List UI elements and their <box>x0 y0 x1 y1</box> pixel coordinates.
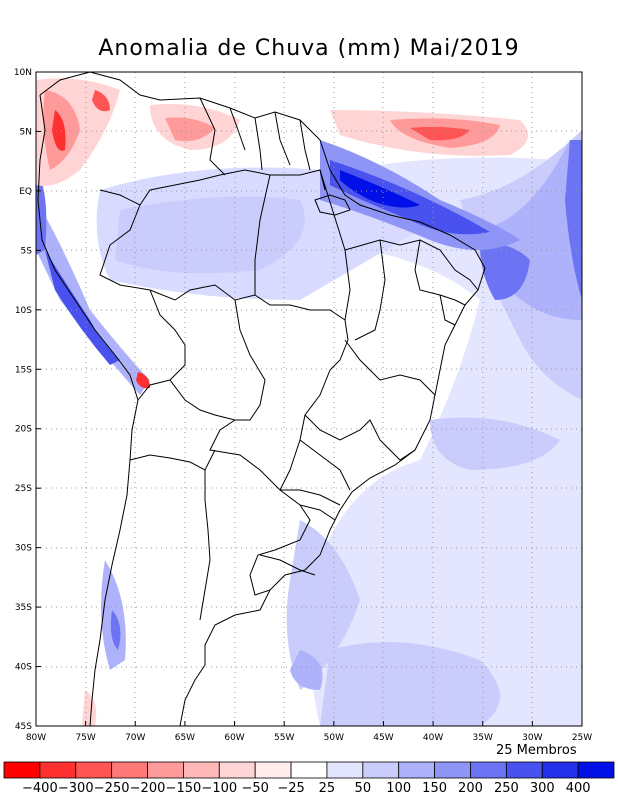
lat-tick-label: 5S <box>21 246 33 256</box>
lon-tick-label: 45W <box>373 733 393 743</box>
latitude-axis: 10N 5N EQ 5S 10S 15S 20S 25S 30S 35S 40S 45S <box>14 68 41 732</box>
lat-tick-label: EQ <box>19 187 32 197</box>
lat-tick-label: 20S <box>15 425 32 435</box>
lon-tick-label: 65W <box>175 733 195 743</box>
lat-tick-label: 40S <box>15 663 32 673</box>
ensemble-members-note: 25 Membros <box>496 743 577 758</box>
lat-tick-label: 45S <box>15 722 32 732</box>
lon-tick-label: 55W <box>274 733 294 743</box>
lon-tick-label: 70W <box>125 733 145 743</box>
lon-tick-label: 40W <box>423 733 443 743</box>
grid-lines <box>36 72 582 726</box>
lat-tick-label: 35S <box>15 603 32 613</box>
lat-tick-label: 30S <box>15 544 32 554</box>
lon-tick-label: 30W <box>522 733 542 743</box>
lat-tick-label: 25S <box>15 484 32 494</box>
anomaly-field <box>36 78 582 726</box>
lon-tick-label: 35W <box>473 733 493 743</box>
lon-tick-label: 60W <box>224 733 244 743</box>
map-title: Anomalia de Chuva (mm) Mai/2019 <box>98 36 520 61</box>
coastline-and-borders <box>37 72 486 726</box>
lon-tick-label: 50W <box>324 733 344 743</box>
lat-tick-label: 10S <box>15 306 32 316</box>
lon-tick-label: 80W <box>26 733 46 743</box>
lon-tick-label: 75W <box>75 733 95 743</box>
longitude-axis: 80W 75W 70W 65W 60W 55W 50W 45W 40W 35W 30W 25W <box>26 721 592 743</box>
lat-tick-label: 10N <box>14 68 32 78</box>
lat-tick-label: 5N <box>20 127 32 137</box>
lat-tick-label: 15S <box>15 365 32 375</box>
lon-tick-label: 25W <box>572 733 592 743</box>
map-frame <box>35 71 583 727</box>
